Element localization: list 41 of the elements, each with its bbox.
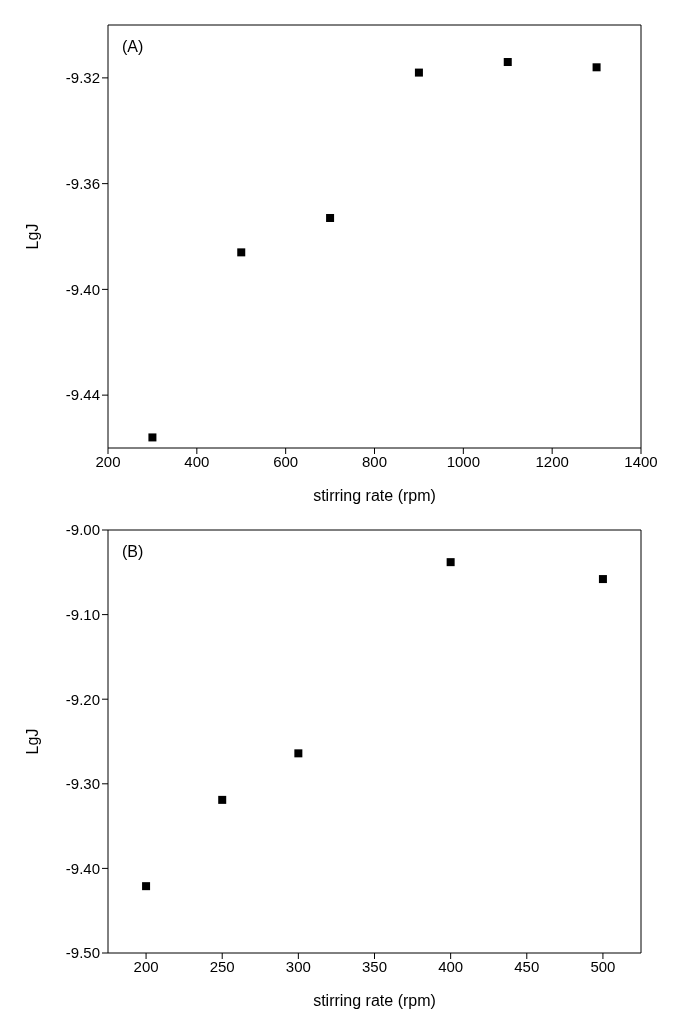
annotation: (A)	[122, 38, 144, 56]
y-axis-title: LgJ	[23, 728, 41, 755]
x-tick-label: 800	[361, 452, 388, 470]
y-tick-label: -9.32	[65, 69, 100, 87]
point	[503, 58, 512, 67]
x-tick-label: 300	[285, 957, 311, 975]
y-tick-label: -9.40	[65, 859, 100, 877]
x-tick-label: 250	[209, 957, 235, 975]
x-tick-label: 200	[95, 452, 121, 470]
point	[446, 558, 455, 567]
y-axis-title: LgJ	[23, 223, 41, 250]
annotation: (B)	[122, 543, 144, 561]
point	[218, 795, 227, 804]
y-tick-label: -9.10	[65, 605, 100, 623]
point	[598, 575, 607, 584]
y-tick-label: -9.50	[65, 944, 100, 962]
y-tick-label: -9.44	[65, 386, 100, 404]
x-tick-label: 200	[133, 957, 159, 975]
point	[142, 882, 151, 891]
x-tick-label: 400	[184, 452, 210, 470]
x-tick-label: 350	[361, 957, 388, 975]
point	[592, 63, 601, 72]
point	[326, 213, 335, 222]
point	[237, 248, 246, 257]
y-tick-label: -9.20	[65, 690, 100, 708]
y-tick-label: -9.36	[65, 174, 100, 192]
y-tick-label: -9.40	[65, 280, 100, 298]
point	[294, 749, 303, 758]
x-tick-label: 450	[514, 957, 540, 975]
x-tick-label: 400	[438, 957, 464, 975]
x-tick-label: 600	[273, 452, 299, 470]
x-axis-title: stirring rate (rpm)	[313, 992, 436, 1009]
x-tick-label: 1000	[446, 452, 481, 470]
x-tick-label: 1200	[535, 452, 569, 470]
x-axis-title: stirring rate (rpm)	[313, 487, 436, 504]
y-tick-label: -9.00	[65, 521, 100, 539]
y-tick-label: -9.30	[65, 775, 100, 793]
x-tick-label: 1400	[624, 452, 658, 470]
point	[148, 433, 157, 442]
x-tick-label: 500	[590, 957, 616, 975]
point	[414, 68, 423, 77]
